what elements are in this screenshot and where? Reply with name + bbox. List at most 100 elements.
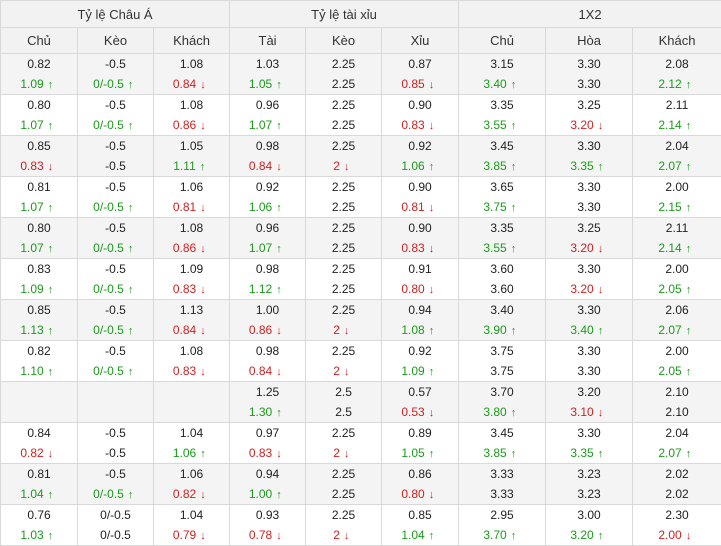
live-odds: 3.85↑ [459,443,545,463]
opening-odds: 2.25 [306,300,381,320]
opening-odds: 3.15 [459,54,545,74]
live-odds: 0.81↓ [154,197,229,217]
live-odds: 2.02 [633,484,721,504]
live-odds-value: 1.09 [401,364,424,378]
live-odds: 0.86↓ [230,320,305,340]
live-odds-value: 2.25 [332,282,355,296]
opening-odds: 3.23 [546,464,632,484]
live-odds: 1.06↑ [230,197,305,217]
live-odds-value: 3.55 [483,118,506,132]
live-odds-value: 0.83 [173,282,196,296]
live-odds: 3.35↑ [546,443,632,463]
arrow-up-icon: ↑ [276,75,286,95]
live-odds: 3.20↓ [546,279,632,299]
live-odds: -0.5 [78,156,153,176]
arrow-up-icon: ↑ [48,75,58,95]
opening-odds: 0.87 [382,54,458,74]
live-odds: 1.12↑ [230,279,305,299]
opening-odds: 0.94 [230,464,305,484]
arrow-up-icon: ↑ [511,239,521,259]
live-odds: 0.82↓ [1,443,77,463]
opening-odds: -0.5 [78,300,153,320]
arrow-up-icon: ↑ [598,444,608,464]
opening-odds: 2.10 [633,382,721,402]
live-odds: 2↓ [306,361,381,381]
opening-odds: 1.03 [230,54,305,74]
arrow-up-icon: ↑ [429,362,439,382]
live-odds: 3.20↓ [546,115,632,135]
live-odds: 2.12↑ [633,74,721,94]
live-odds: 1.10↑ [1,361,77,381]
live-odds-value: 3.23 [577,487,600,501]
opening-odds: 0.83 [1,259,77,279]
arrow-up-icon: ↑ [128,75,138,95]
arrow-up-icon: ↑ [128,239,138,259]
opening-odds: 3.30 [546,136,632,156]
opening-odds: 2.00 [633,341,721,361]
arrow-down-icon: ↓ [429,280,439,300]
live-odds-value: 3.20 [570,528,593,542]
arrow-up-icon: ↑ [511,403,521,423]
arrow-up-icon: ↑ [128,198,138,218]
live-odds: 3.35↑ [546,156,632,176]
opening-odds: 3.30 [546,259,632,279]
live-odds-value: 2 [333,364,340,378]
live-odds: 2.25 [306,279,381,299]
live-odds: 0.84↓ [230,361,305,381]
opening-odds: -0.5 [78,218,153,238]
live-odds-value: 0.83 [401,118,424,132]
live-odds [78,402,153,422]
opening-odds: 2.02 [633,464,721,484]
arrow-down-icon: ↓ [344,321,354,341]
arrow-up-icon: ↑ [128,321,138,341]
opening-odds: 2.30 [633,505,721,525]
live-odds-value: 0.81 [173,200,196,214]
arrow-up-icon: ↑ [128,485,138,505]
live-odds: 2.25 [306,115,381,135]
live-odds: 1.04↑ [382,525,458,545]
live-odds: 2.5 [306,402,381,422]
arrow-down-icon: ↓ [344,526,354,546]
live-odds-value: 0.78 [249,528,272,542]
live-odds: 3.55↑ [459,238,545,258]
opening-odds [154,382,229,402]
arrow-up-icon: ↑ [598,321,608,341]
arrow-up-icon: ↑ [48,321,58,341]
opening-odds: 0.57 [382,382,458,402]
live-odds-value: 1.04 [20,487,43,501]
arrow-down-icon: ↓ [276,321,286,341]
opening-odds: 3.35 [459,95,545,115]
live-odds-value: 3.30 [577,200,600,214]
opening-odds: 2.5 [306,382,381,402]
live-odds: 2.25 [306,484,381,504]
arrow-down-icon: ↓ [429,239,439,259]
live-odds: 1.06↑ [382,156,458,176]
arrow-up-icon: ↑ [429,526,439,546]
live-odds-value: 2.25 [332,118,355,132]
live-odds-value: 3.33 [490,487,513,501]
live-odds-value: 0/-0.5 [93,323,124,337]
live-odds-value: 0.84 [249,159,272,173]
live-odds: 2.25 [306,74,381,94]
live-odds: 3.90↑ [459,320,545,340]
opening-odds: 0.81 [1,177,77,197]
